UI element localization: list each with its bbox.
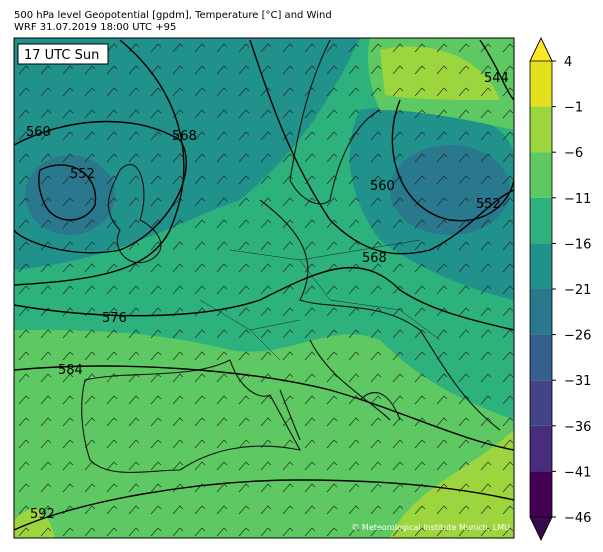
colorbar: 4 −1 −6 −11 −16 −21 −26 −31 −36 −41 −46 [529,37,591,541]
map: 560 552 568 576 584 592 544 560 552 568 … [14,38,514,538]
colorbar-band [530,289,552,335]
colorbar-band [530,334,552,381]
contour-label: 592 [30,507,55,522]
colorbar-band [530,380,552,426]
contour-label: 584 [58,363,83,378]
colorbar-band [530,243,552,289]
colorbar-band [530,425,552,472]
map-frame [13,37,515,539]
title: 500 hPa level Geopotential [gpdm], Tempe… [14,10,332,21]
colorbar-tick-label: −26 [564,329,591,344]
colorbar-band [530,152,552,198]
colorbar-tick-label: −6 [564,146,583,161]
colorbar-band [530,471,552,517]
colorbar-band [530,106,552,153]
colorbar-tick-label: −1 [564,101,583,116]
contour-label: 552 [70,167,95,182]
wind-barbs [14,38,514,538]
contour-label: 544 [484,71,509,86]
colorbar-band [530,61,552,107]
contour-label: 576 [102,311,127,326]
colorbar-tick-label: −11 [564,192,591,207]
time-label: 17 UTC Sun [24,48,99,63]
colorbar-tick-label: −36 [564,420,591,435]
contour-label: 552 [476,197,501,212]
colorbar-tick-label: −31 [564,374,591,389]
contour-label: 560 [26,125,51,140]
colorbar-extend [529,516,553,541]
colorbar-tick-label: −41 [564,465,591,480]
credit: © Meteorological Institute Munich, LMU [351,523,510,532]
colorbar-tick-label: −16 [564,237,591,252]
colorbar-tick-label: −46 [564,511,591,526]
contour-label: 568 [172,129,197,144]
time-box [17,43,109,65]
colorbar-extend [529,37,553,62]
subtitle: WRF 31.07.2019 18:00 UTC +95 [14,22,176,33]
colorbar-tick-label: −21 [564,283,591,298]
colorbar-band [530,197,552,244]
contour-label: 560 [370,179,395,194]
contour-label: 568 [362,251,387,266]
colorbar-tick-label: 4 [564,55,572,70]
